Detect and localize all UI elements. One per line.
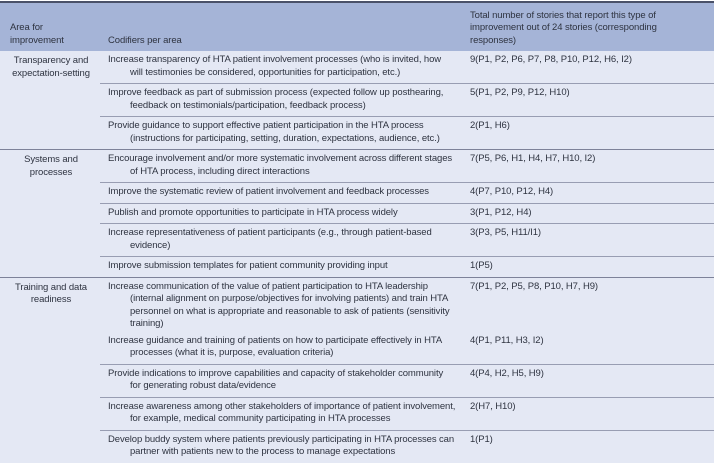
table-row: Improve submission templates for patient…: [100, 256, 714, 277]
codifier-cell: Provide indications to improve capabilit…: [108, 367, 444, 392]
header-cell-codifiers-per-area: Codifiers per area: [108, 34, 182, 46]
count-cell: 3(P3, P5, H11/I1): [470, 227, 541, 238]
group-rows: Increase transparency of HTA patient inv…: [100, 51, 714, 149]
codifier-cell: Encourage involvement and/or more system…: [108, 153, 453, 177]
table-row: Improve the systematic review of patient…: [100, 182, 714, 203]
group-systems-and-processes: Systems and processes Encourage involvem…: [0, 149, 714, 277]
table-row: Improve feedback as part of submission p…: [100, 83, 714, 116]
table-row: Increase guidance and training of patien…: [100, 335, 714, 364]
codifier-cell: Increase communication of the value of p…: [108, 280, 450, 330]
group-label: Training and data readiness: [15, 281, 87, 306]
group-label: Transparency and expectation-setting: [12, 55, 90, 79]
table-row: Increase representativeness of patient p…: [100, 223, 714, 256]
codifier-cell: Improve feedback as part of submission p…: [108, 87, 444, 111]
header-cell-total-stories: Total number of stories that report this…: [470, 9, 657, 46]
codifier-cell: Improve submission templates for patient…: [108, 260, 388, 271]
table-row: Increase communication of the value of p…: [100, 278, 714, 335]
codifier-cell: Increase transparency of HTA patient inv…: [108, 54, 442, 78]
table-header-row: Area for improvement Codifiers per area …: [0, 3, 714, 51]
count-cell: 5(P1, P2, P9, P12, H10): [470, 87, 570, 98]
group-label: Systems and processes: [24, 154, 78, 178]
count-cell: 1(P5): [470, 260, 493, 271]
table-row: Provide indications to improve capabilit…: [100, 363, 714, 397]
table-row: Increase awareness among other stakehold…: [100, 396, 714, 430]
table-row: Publish and promote opportunities to par…: [100, 202, 714, 224]
codifier-cell: Increase awareness among other stakehold…: [108, 400, 456, 425]
count-cell: 7(P1, P2, P5, P8, P10, H7, H9): [470, 280, 598, 292]
count-cell: 7(P5, P6, H1, H4, H7, H10, I2): [470, 153, 596, 164]
group-rows: Encourage involvement and/or more system…: [100, 150, 714, 277]
count-cell: 1(P1): [470, 433, 493, 445]
count-cell: 9(P1, P2, P6, P7, P8, P10, P12, H6, I2): [470, 54, 632, 65]
count-cell: 4(P4, H2, H5, H9): [470, 367, 544, 379]
count-cell: 2(H7, H10): [470, 400, 516, 412]
table-row: Provide guidance to support effective pa…: [100, 116, 714, 149]
codifier-cell: Provide guidance to support effective pa…: [108, 120, 440, 144]
count-cell: 4(P7, P10, P12, H4): [470, 186, 554, 197]
codifier-cell: Increase representativeness of patient p…: [108, 227, 432, 251]
group-transparency-expectation-setting: Transparency and expectation-setting Inc…: [0, 51, 714, 149]
count-cell: 4(P1, P11, H3, I2): [470, 334, 544, 346]
group-training-and-data-readiness: Training and data readiness Increase com…: [0, 276, 714, 463]
table-row: Encourage involvement and/or more system…: [100, 150, 714, 182]
codifier-cell: Develop buddy system where patients prev…: [108, 433, 455, 458]
table-body: Transparency and expectation-setting Inc…: [0, 51, 714, 463]
group-rows: Increase communication of the value of p…: [100, 278, 714, 463]
codifier-cell: Increase guidance and training of patien…: [108, 334, 442, 359]
table-row: Increase transparency of HTA patient inv…: [100, 51, 714, 83]
count-cell: 3(P1, P12, H4): [470, 206, 532, 218]
table-row: Develop buddy system where patients prev…: [100, 429, 714, 463]
header-cell-area-for-improvement: Area for improvement: [10, 22, 64, 46]
codifier-cell: Publish and promote opportunities to par…: [108, 206, 398, 218]
count-cell: 2(P1, H6): [470, 120, 510, 131]
codifier-cell: Improve the systematic review of patient…: [108, 186, 429, 197]
